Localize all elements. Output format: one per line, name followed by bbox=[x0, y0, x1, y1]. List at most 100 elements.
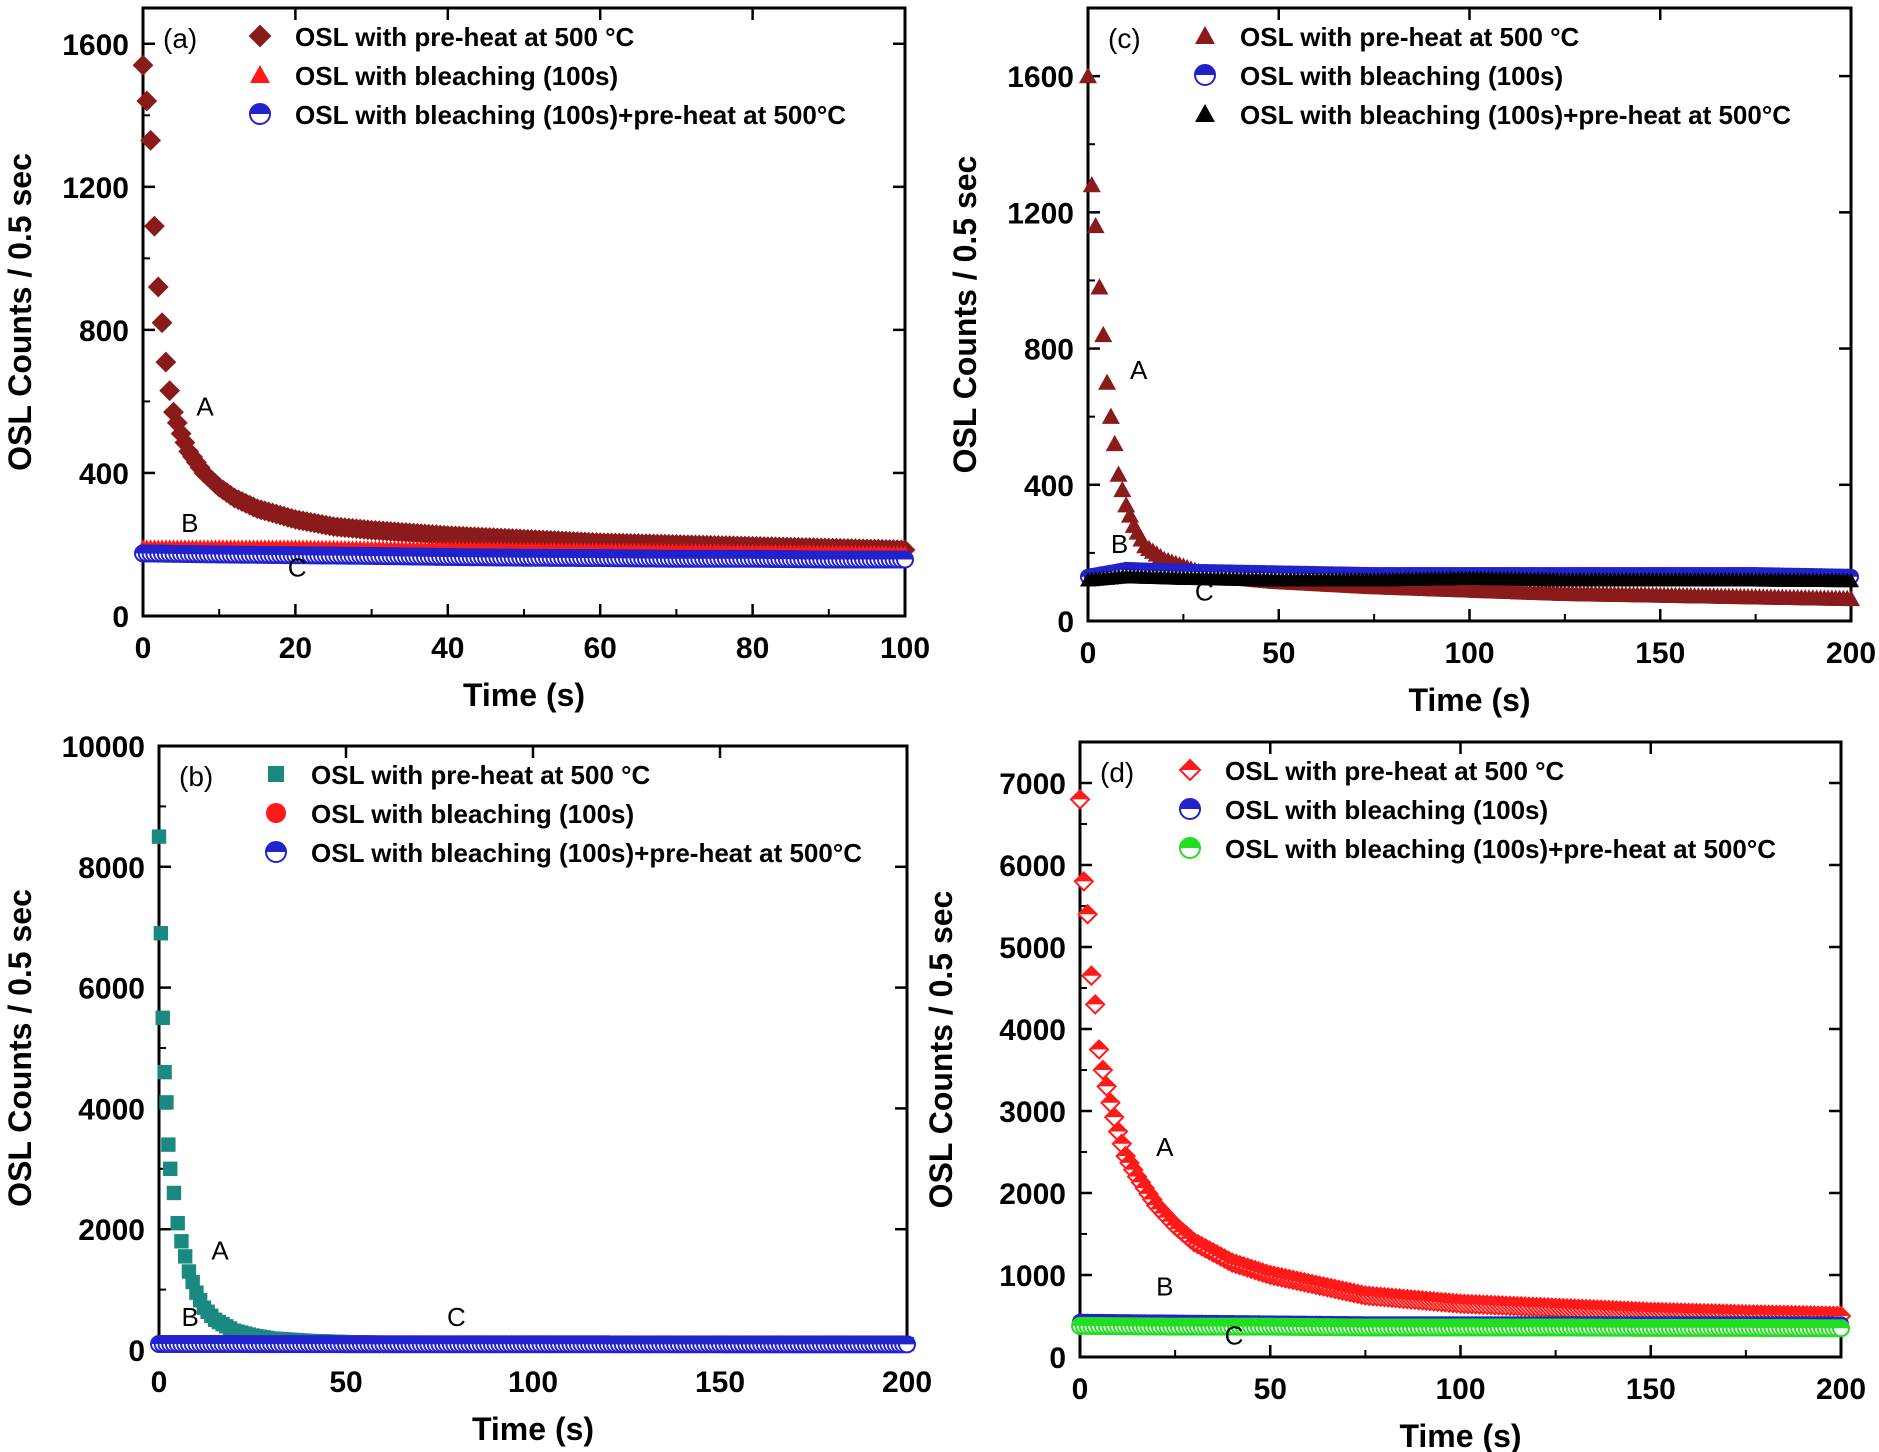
legend-marker-fill bbox=[250, 104, 270, 114]
y-tick-label: 400 bbox=[79, 458, 129, 491]
x-tick-label: 0 bbox=[135, 632, 152, 665]
data-point-fill bbox=[1832, 1307, 1850, 1316]
data-point-fill bbox=[897, 551, 913, 560]
data-point bbox=[1113, 480, 1132, 498]
y-tick-label: 1600 bbox=[62, 29, 129, 62]
x-tick-label: 200 bbox=[1816, 1373, 1866, 1406]
data-point bbox=[144, 215, 165, 237]
data-point bbox=[177, 1249, 193, 1264]
legend-entry: OSL with bleaching (100s) bbox=[1240, 61, 1563, 91]
x-tick-label: 80 bbox=[736, 632, 769, 665]
data-point bbox=[157, 1064, 172, 1080]
data-point-fill bbox=[1112, 1134, 1131, 1144]
x-tick-label: 20 bbox=[279, 632, 312, 665]
plot-frame bbox=[157, 744, 909, 1352]
data-point bbox=[1842, 589, 1860, 607]
y-tick-label: 800 bbox=[1024, 334, 1074, 367]
legend-marker-fill bbox=[1180, 760, 1200, 770]
y-tick-label: 1200 bbox=[62, 172, 129, 205]
data-point bbox=[1079, 67, 1097, 84]
y-tick-label: 8000 bbox=[78, 852, 145, 885]
x-tick-label: 100 bbox=[1444, 637, 1494, 670]
y-tick-label: 800 bbox=[79, 315, 129, 348]
data-point bbox=[1105, 434, 1124, 452]
legend-marker-fill bbox=[266, 842, 286, 852]
x-tick-label: 0 bbox=[151, 1366, 168, 1399]
x-tick-label: 0 bbox=[1080, 637, 1097, 670]
data-point bbox=[166, 1185, 182, 1201]
data-point-fill bbox=[1090, 1040, 1109, 1050]
curve-annotation: C bbox=[447, 1302, 466, 1332]
data-point-fill bbox=[1833, 1320, 1849, 1329]
data-point bbox=[132, 54, 154, 76]
series-2 bbox=[150, 1334, 916, 1354]
y-tick-label: 1200 bbox=[1007, 197, 1074, 230]
x-tick-label: 40 bbox=[431, 632, 464, 665]
data-point bbox=[161, 1137, 176, 1152]
x-tick-label: 50 bbox=[1254, 1373, 1287, 1406]
x-axis-title: Time (s) bbox=[463, 677, 585, 713]
data-point bbox=[151, 312, 173, 334]
panel-label: (c) bbox=[1108, 23, 1141, 54]
x-tick-label: 150 bbox=[695, 1366, 745, 1399]
y-tick-label: 7000 bbox=[999, 768, 1066, 801]
y-tick-label: 0 bbox=[1049, 1342, 1066, 1375]
y-axis-title: OSL Counts / 0.5 sec bbox=[947, 156, 983, 474]
x-tick-label: 150 bbox=[1626, 1373, 1676, 1406]
series-0 bbox=[1079, 67, 1860, 607]
data-point bbox=[147, 276, 169, 298]
curve-annotation: B bbox=[181, 508, 198, 538]
y-tick-label: 0 bbox=[112, 601, 129, 634]
y-tick-label: 10000 bbox=[62, 731, 145, 764]
curve-annotation: C bbox=[1225, 1321, 1244, 1351]
series-2 bbox=[1080, 568, 1859, 588]
legend-entry: OSL with bleaching (100s)+pre-heat at 50… bbox=[311, 838, 862, 868]
y-tick-label: 2000 bbox=[999, 1178, 1066, 1211]
y-tick-label: 0 bbox=[1057, 606, 1074, 639]
chart-panel-3: 0 50 100 150 2000100020003000400050006000700… bbox=[923, 740, 1866, 1452]
data-point bbox=[159, 380, 181, 402]
data-point bbox=[1117, 496, 1136, 513]
data-point-fill bbox=[1071, 790, 1089, 800]
x-tick-label: 100 bbox=[1435, 1373, 1485, 1406]
x-tick-label: 0 bbox=[1072, 1373, 1089, 1406]
data-point bbox=[140, 129, 162, 151]
x-tick-label: 200 bbox=[1826, 637, 1876, 670]
legend-marker bbox=[268, 766, 284, 782]
data-point bbox=[155, 1010, 170, 1025]
data-point-fill bbox=[1093, 1061, 1112, 1070]
data-point bbox=[163, 1161, 178, 1176]
data-point bbox=[1109, 465, 1128, 482]
data-point-fill bbox=[1109, 1122, 1128, 1132]
y-tick-label: 6000 bbox=[78, 973, 145, 1006]
legend-marker bbox=[250, 65, 270, 83]
y-tick-label: 4000 bbox=[999, 1014, 1066, 1047]
data-point bbox=[1094, 325, 1113, 343]
series-0 bbox=[1069, 788, 1852, 1327]
data-point bbox=[1086, 216, 1105, 234]
curve-annotation: B bbox=[1111, 529, 1128, 559]
curve-annotation: C bbox=[288, 553, 307, 583]
curve-annotation: C bbox=[1195, 577, 1214, 607]
curve-annotation: A bbox=[211, 1235, 229, 1265]
y-axis-title: OSL Counts / 0.5 sec bbox=[2, 889, 38, 1207]
chart-panel-2: 0 50 100 150 200 0 400 800 1200 1600 Time (s) OSL C… bbox=[947, 6, 1876, 718]
data-point bbox=[155, 351, 177, 373]
x-axis-title: Time (s) bbox=[472, 1411, 594, 1447]
y-tick-label: 6000 bbox=[999, 850, 1066, 883]
data-point-fill bbox=[1097, 1077, 1116, 1087]
data-point bbox=[1082, 176, 1101, 193]
legend-entry: OSL with bleaching (100s)+pre-heat at 50… bbox=[1240, 100, 1791, 130]
legend-marker-fill bbox=[1195, 65, 1215, 75]
chart-panel-0: 0 20 40 60 80 100 0 400 800 1200 1600 Time (s) OSL C… bbox=[2, 6, 930, 713]
x-tick-label: 50 bbox=[329, 1366, 362, 1399]
curve-annotation: A bbox=[1130, 355, 1148, 385]
x-tick-label: 100 bbox=[880, 632, 930, 665]
y-tick-label: 5000 bbox=[999, 932, 1066, 965]
y-axis-title: OSL Counts / 0.5 sec bbox=[923, 891, 959, 1209]
x-axis-title: Time (s) bbox=[1399, 1418, 1521, 1452]
data-point-fill bbox=[1082, 966, 1101, 976]
panel-label: (d) bbox=[1100, 757, 1134, 788]
y-tick-label: 3000 bbox=[999, 1096, 1066, 1129]
